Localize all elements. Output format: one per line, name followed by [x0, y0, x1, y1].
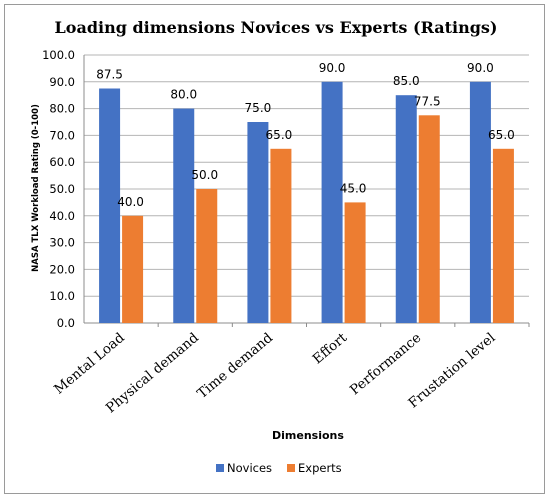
- y-tick-label: 40.0: [49, 209, 75, 223]
- legend-label-novices: Novices: [227, 461, 272, 475]
- bar-experts: [418, 115, 440, 323]
- y-tick-label: 70.0: [49, 128, 75, 142]
- x-tick-label: Mental Load: [51, 330, 128, 398]
- data-label-experts: 65.0: [266, 128, 293, 142]
- data-label-experts: 40.0: [117, 195, 144, 209]
- x-axis-title: Dimensions: [272, 429, 344, 442]
- bar-novices: [173, 108, 195, 323]
- y-tick-label: 100.0: [42, 48, 75, 62]
- bar-novices: [247, 122, 269, 323]
- legend-swatch-experts: [287, 464, 295, 472]
- bar-experts: [492, 148, 514, 323]
- data-label-novices: 80.0: [170, 88, 197, 102]
- legend-label-experts: Experts: [298, 461, 342, 475]
- y-tick-label: 30.0: [49, 236, 75, 250]
- data-label-experts: 77.5: [414, 94, 441, 108]
- y-tick-label: 90.0: [49, 75, 75, 89]
- data-label-experts: 45.0: [340, 181, 367, 195]
- y-tick-label: 80.0: [49, 102, 75, 116]
- data-label-experts: 65.0: [488, 128, 515, 142]
- bar-novices: [395, 95, 417, 323]
- bar-experts: [122, 215, 144, 323]
- bar-novices: [99, 88, 121, 323]
- gridlines: [84, 54, 529, 324]
- bar-novices: [321, 81, 343, 323]
- y-tick-label: 10.0: [49, 289, 75, 303]
- y-tick-label: 20.0: [49, 262, 75, 276]
- x-tick-label: Effort: [310, 329, 351, 367]
- y-tick-label: 50.0: [49, 182, 75, 196]
- y-tick-label: 0.0: [57, 316, 75, 330]
- bar-experts: [270, 148, 292, 323]
- bars: [99, 81, 514, 323]
- data-label-novices: 75.0: [245, 101, 272, 115]
- y-tick-label: 60.0: [49, 155, 75, 169]
- bar-experts: [344, 202, 366, 323]
- y-axis-ticks: 0.0 10.0 20.0 30.0 40.0 50.0 60.0 70.0 80.0 90.0 1…: [42, 48, 75, 330]
- legend-swatch-novices: [216, 464, 224, 472]
- x-tick-label: Time demand: [194, 330, 276, 402]
- data-label-novices: 87.5: [96, 68, 123, 82]
- data-label-experts: 50.0: [191, 168, 218, 182]
- data-label-novices: 90.0: [467, 61, 494, 75]
- bar-experts: [196, 189, 218, 323]
- y-axis-title: NASA TLX Workload Rating (0-100): [31, 104, 41, 272]
- data-label-novices: 85.0: [393, 74, 420, 88]
- chart-title: Loading dimensions Novices vs Experts (R…: [55, 18, 498, 37]
- data-label-novices: 90.0: [319, 61, 346, 75]
- legend: Novices Experts: [216, 461, 342, 475]
- bar-novices: [469, 81, 491, 323]
- x-tick-label: Performance: [347, 330, 424, 399]
- data-labels: 87.5 40.0 80.0 50.0 75.0 65.0 90.0 45.0 85.0 77.5…: [96, 61, 515, 209]
